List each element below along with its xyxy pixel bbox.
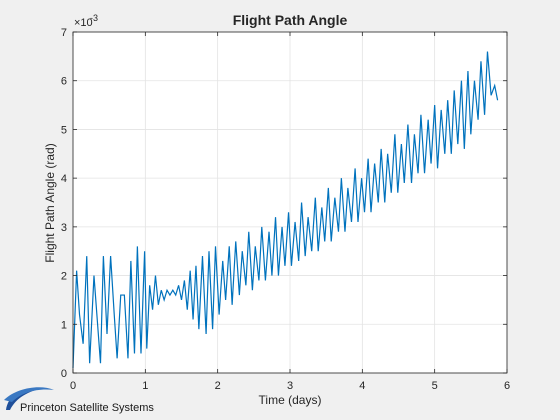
- x-ticks: 0 1 2 3 4 5 6: [70, 32, 510, 392]
- company-logo: Princeton Satellite Systems: [4, 387, 154, 414]
- y-ticks: 0 1 2 3 4 5 6 7: [61, 27, 507, 380]
- y-tick-label: 4: [61, 173, 67, 185]
- x-tick-label: 5: [432, 380, 438, 392]
- company-name: Princeton Satellite Systems: [20, 402, 154, 414]
- y-tick-label: 1: [61, 319, 67, 331]
- x-tick-label: 1: [142, 380, 148, 392]
- y-exponent: ×10 -3: [74, 13, 98, 29]
- y-tick-label: 3: [61, 222, 67, 234]
- x-axis-label: Time (days): [259, 393, 322, 407]
- x-tick-label: 2: [215, 380, 221, 392]
- x-tick-label: 0: [70, 380, 76, 392]
- y-tick-label: 5: [61, 124, 67, 136]
- y-tick-label: 7: [61, 27, 67, 39]
- x-tick-label: 6: [504, 380, 510, 392]
- x-tick-label: 3: [287, 380, 293, 392]
- psslogo-swoosh-accent: [4, 387, 54, 402]
- y-tick-label: 0: [61, 368, 67, 380]
- x-tick-label: 4: [359, 380, 365, 392]
- chart-title: Flight Path Angle: [233, 12, 348, 28]
- plot-area: 0 1 2 3 4 5 6 0 1 2 3 4 5 6 7: [61, 27, 510, 392]
- series-line: [72, 51, 499, 369]
- y-tick-label: 6: [61, 76, 67, 88]
- y-tick-label: 2: [61, 271, 67, 283]
- y-axis-label: Flight Path Angle (rad): [43, 143, 57, 262]
- y-exponent-base: ×10: [74, 17, 93, 29]
- y-exponent-power: -3: [90, 13, 98, 23]
